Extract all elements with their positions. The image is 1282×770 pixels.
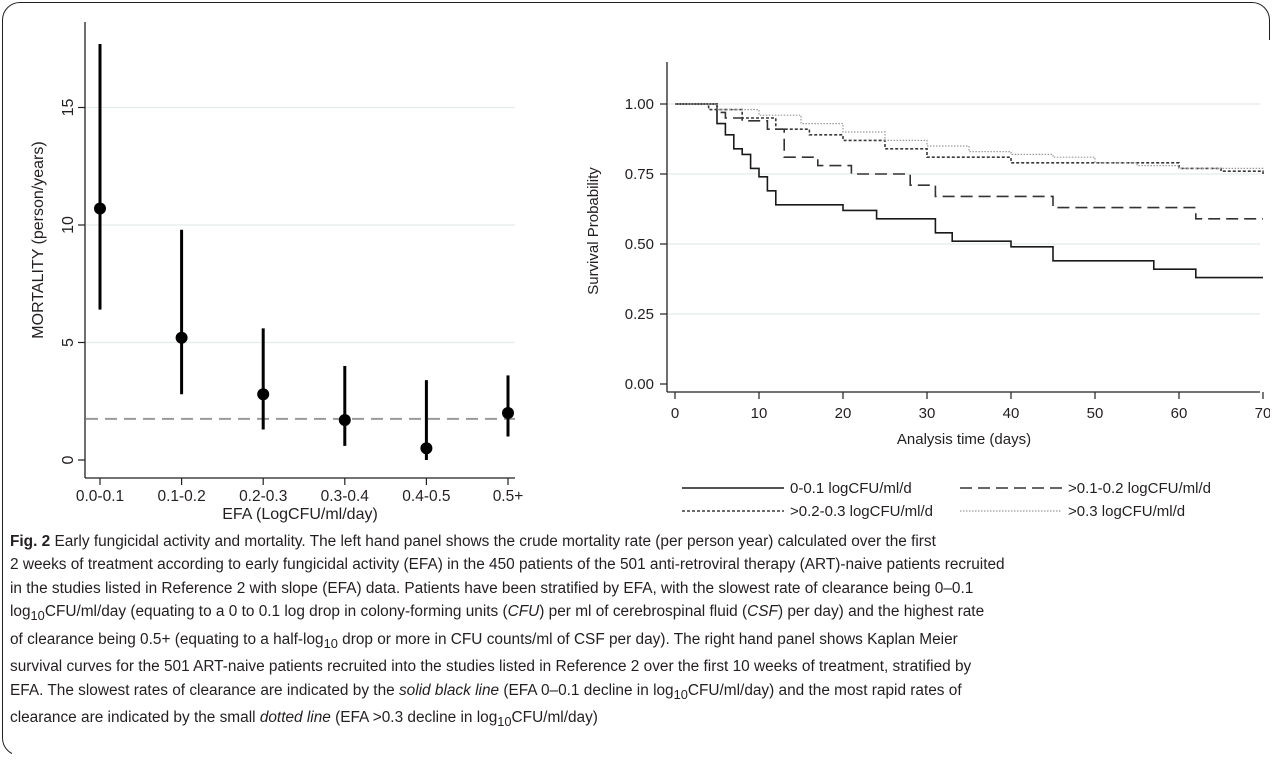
caption-line: clearance are indicated by the small dot… [10, 706, 1242, 733]
caption-text: CFU/ml/day) and the most rapid rates of [687, 681, 962, 699]
mortality-confidence-intervals [98, 44, 510, 460]
survival-curve [675, 103, 1264, 174]
mortality-y-tick-label: 15 [60, 99, 77, 117]
mortality-y-tick-labels: 0 5 10 15 [60, 99, 77, 465]
caption-line: in the studies listed in Reference 2 wit… [10, 577, 1242, 600]
caption-line: EFA. The slowest rates of clearance are … [10, 679, 1242, 706]
mortality-point [338, 414, 351, 427]
survival-y-axis-label: Survival Probability [585, 167, 602, 295]
caption-text: The left hand panel shows the crude mort… [309, 533, 936, 550]
survival-y-tick-label: 0.75 [625, 166, 654, 183]
caption-text: CFU/ml/day (equating to a 0 to 0.1 log d… [44, 603, 508, 621]
survival-curve [675, 103, 1264, 172]
caption-title: Early fungicidal activity and mortality. [54, 533, 306, 550]
mortality-x-tick-label: 0.5+ [493, 488, 524, 505]
mortality-x-tick-label: 0.2-0.3 [239, 488, 287, 505]
survival-x-tick-label: 20 [835, 405, 852, 422]
caption-italic: CSF [747, 603, 778, 621]
caption-text: EFA. The slowest rates of clearance are … [10, 681, 399, 699]
mortality-point [94, 202, 106, 215]
survival-y-tick-label: 0.00 [625, 376, 654, 393]
mortality-x-tick-marks [99, 478, 509, 485]
survival-legend-label: >0.1-0.2 logCFU/ml/d [1068, 480, 1211, 497]
caption-text: CFU/ml/day) [511, 709, 598, 727]
caption-text: (EFA 0–0.1 decline in log [499, 681, 674, 699]
mortality-point [502, 407, 514, 419]
survival-y-tick-label: 0.50 [625, 236, 654, 253]
caption-text: ) per day) and the highest rate [777, 603, 985, 621]
mortality-y-tick-label: 5 [60, 338, 77, 347]
survival-legend: 0-0.1 logCFU/ml/d >0.1-0.2 logCFU/ml/d >0.… [682, 480, 1211, 520]
mortality-x-tick-label: 0.4-0.5 [402, 488, 450, 505]
caption-line: Fig. 2 Early fungicidal activity and mor… [10, 530, 1242, 553]
survival-x-tick-label: 70 [1255, 405, 1270, 422]
survival-legend-label: >0.3 logCFU/ml/d [1068, 503, 1185, 520]
survival-x-tick-labels: 0 10 20 30 40 50 60 70 [671, 405, 1270, 422]
caption-line: 2 weeks of treatment according to early … [10, 553, 1242, 576]
figure-caption: Fig. 2 Early fungicidal activity and mor… [10, 530, 1242, 734]
survival-gridlines [668, 103, 1260, 315]
survival-y-tick-label: 0.25 [625, 306, 654, 323]
mortality-y-tick-label: 0 [60, 455, 77, 464]
caption-italic: solid black line [398, 681, 500, 699]
caption-text: log [10, 603, 31, 621]
survival-y-tick-labels: 0.00 0.25 0.50 0.75 1.00 [625, 96, 654, 393]
mortality-point [175, 331, 188, 344]
mortality-y-tick-label: 10 [60, 216, 77, 234]
mortality-x-tick-label: 0.0-0.1 [76, 488, 124, 505]
caption-line: log10CFU/ml/day (equating to a 0 to 0.1 … [10, 600, 1242, 627]
mortality-y-tick-marks [78, 106, 85, 461]
survival-legend-label: >0.2-0.3 logCFU/ml/d [790, 503, 933, 520]
caption-text: in the studies listed in Reference 2 wit… [10, 579, 974, 597]
survival-y-tick-label: 1.00 [625, 96, 654, 113]
caption-text: of clearance being 0.5+ (equating to a h… [10, 630, 324, 648]
caption-text: survival curves for the 501 ART-naive pa… [10, 658, 972, 676]
caption-text: (EFA >0.3 decline in log [330, 709, 498, 727]
survival-chart: 0.00 0.25 0.50 0.75 1.00 0 10 20 30 40 50 60 70 Sur… [585, 62, 1270, 520]
survival-curve [675, 103, 1263, 220]
caption-text: 2 weeks of treatment according to early … [10, 556, 1005, 574]
caption-line: survival curves for the 501 ART-naive pa… [10, 655, 1242, 678]
mortality-x-axis-label: EFA (LogCFU/ml/day) [222, 506, 378, 523]
mortality-x-tick-label: 0.1-0.2 [157, 488, 205, 505]
mortality-point [420, 442, 433, 455]
caption-italic: dotted line [259, 709, 331, 727]
caption-text: clearance are indicated by the small [10, 709, 260, 727]
survival-y-tick-marks [660, 103, 667, 385]
mortality-x-tick-labels: 0.0-0.1 0.1-0.2 0.2-0.3 0.3-0.4 0.4-0.5 0.5+ [76, 488, 523, 505]
caption-subscript: 10 [323, 635, 338, 651]
survival-x-tick-label: 30 [919, 405, 936, 422]
survival-legend-label: 0-0.1 logCFU/ml/d [790, 480, 912, 497]
survival-curves [675, 103, 1264, 279]
mortality-gridlines [86, 106, 515, 344]
caption-subscript: 10 [30, 608, 45, 624]
caption-text: ) per ml of cerebrospinal fluid ( [539, 603, 748, 621]
mortality-chart: 0 5 10 15 0.0-0.1 0.1-0.2 0.2-0.3 0.3-0.4 0.4-0… [30, 22, 523, 523]
caption-italic: CFU [507, 603, 540, 621]
mortality-points [94, 202, 514, 455]
survival-x-tick-label: 50 [1087, 405, 1104, 422]
caption-line: of clearance being 0.5+ (equating to a h… [10, 628, 1242, 655]
survival-x-tick-label: 40 [1003, 405, 1020, 422]
survival-x-tick-marks [674, 392, 1264, 399]
survival-curve [675, 103, 1263, 279]
caption-label: Fig. 2 [10, 533, 51, 550]
survival-x-axis-label: Analysis time (days) [897, 431, 1031, 448]
mortality-x-tick-label: 0.3-0.4 [321, 488, 370, 505]
caption-subscript: 10 [497, 714, 512, 730]
survival-x-tick-label: 10 [751, 405, 768, 422]
survival-x-tick-label: 60 [1171, 405, 1188, 422]
caption-subscript: 10 [673, 686, 688, 702]
mortality-point [257, 388, 270, 401]
mortality-y-axis-label: MORTALITY (person/years) [30, 141, 47, 338]
frame-gap-bottom [12, 735, 1282, 765]
caption-text: drop or more in CFU counts/ml of CSF per… [337, 630, 958, 648]
survival-x-tick-label: 0 [671, 405, 679, 422]
frame-gap-right [1250, 40, 1280, 770]
